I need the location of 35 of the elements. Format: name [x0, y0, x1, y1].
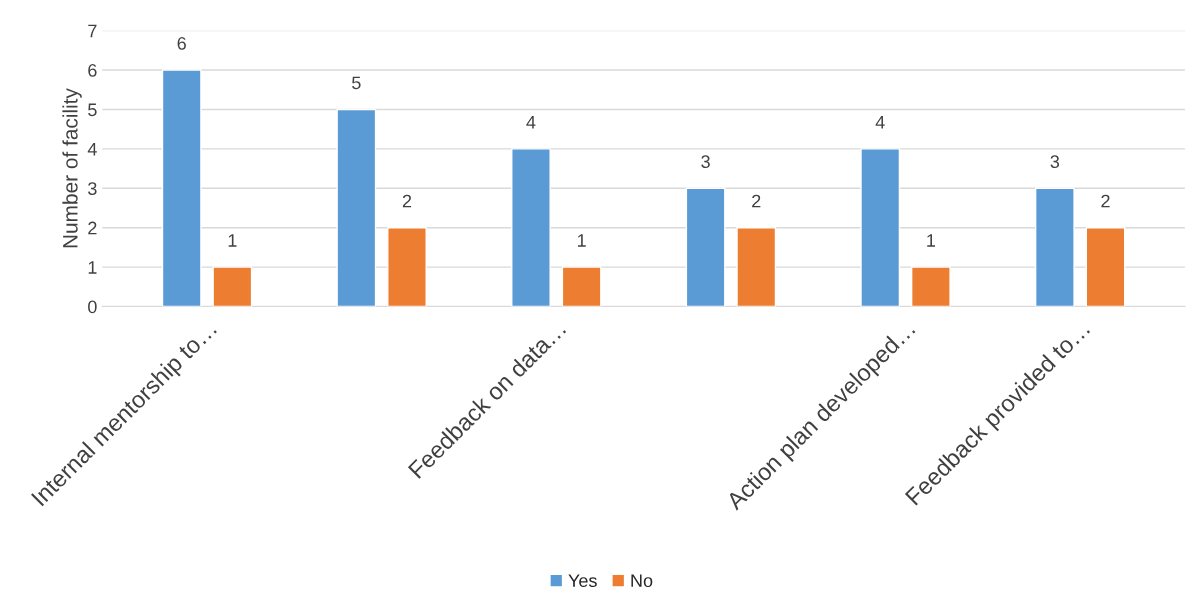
- bar: [1085, 226, 1126, 307]
- data-label: 3: [1050, 155, 1060, 169]
- y-tick-label: 7: [88, 24, 97, 38]
- data-label: 2: [752, 194, 761, 208]
- y-axis-title: Number of facility: [62, 88, 82, 248]
- bar: [910, 266, 951, 307]
- bar: [860, 148, 901, 307]
- bar: [1034, 187, 1075, 307]
- data-label: 1: [927, 234, 936, 247]
- legend-label: No: [631, 574, 653, 588]
- data-label: 5: [352, 76, 361, 90]
- bar: [685, 187, 726, 307]
- data-label: 1: [228, 234, 237, 247]
- bar: [212, 266, 253, 307]
- y-tick-label: 4: [87, 142, 97, 156]
- y-tick-label: 6: [88, 63, 97, 77]
- y-tick-label: 1: [88, 261, 97, 274]
- bar: [161, 69, 202, 307]
- y-tick-label: 2: [88, 221, 97, 235]
- data-label: 6: [177, 37, 186, 50]
- y-tick-label: 5: [88, 103, 97, 117]
- data-label: 3: [701, 155, 710, 169]
- bar: [736, 226, 777, 307]
- data-label: 2: [1101, 194, 1110, 208]
- legend-label: Yes: [568, 574, 597, 588]
- data-label: 4: [875, 116, 885, 129]
- bar: [336, 108, 377, 307]
- y-tick-label: 3: [88, 182, 97, 195]
- data-label: 1: [577, 234, 586, 247]
- data-label: 2: [402, 194, 412, 208]
- y-tick-label: 0: [88, 300, 97, 314]
- data-label: 4: [526, 116, 536, 129]
- bar: [511, 148, 551, 307]
- bar: [387, 226, 427, 307]
- bar: [561, 266, 602, 307]
